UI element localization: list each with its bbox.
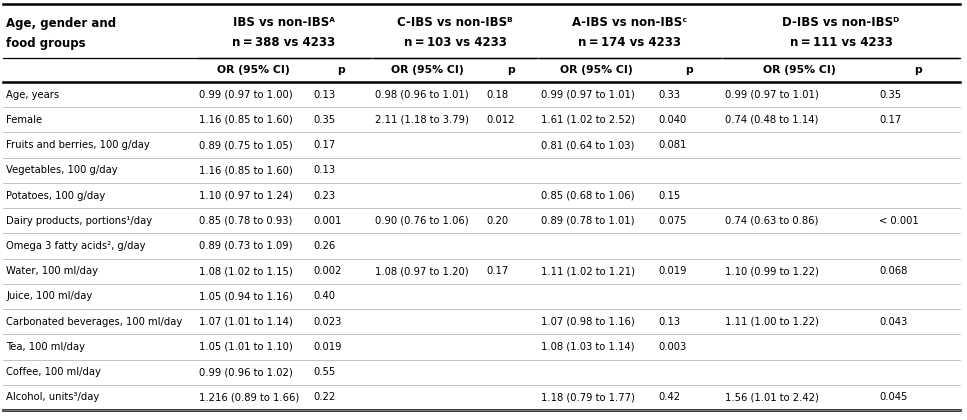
Text: p: p	[685, 65, 692, 75]
Text: 0.20: 0.20	[486, 216, 508, 226]
Text: Female: Female	[6, 115, 43, 125]
Text: 0.012: 0.012	[486, 115, 514, 125]
Text: 1.05 (0.94 to 1.16): 1.05 (0.94 to 1.16)	[199, 291, 293, 302]
Text: 1.11 (1.02 to 1.21): 1.11 (1.02 to 1.21)	[541, 266, 635, 276]
Text: 0.045: 0.045	[879, 392, 907, 402]
Text: 0.35: 0.35	[313, 115, 336, 125]
Text: IBS vs non-IBSᴬ: IBS vs non-IBSᴬ	[233, 16, 335, 29]
Text: Fruits and berries, 100 g/day: Fruits and berries, 100 g/day	[6, 140, 150, 150]
Text: 2.11 (1.18 to 3.79): 2.11 (1.18 to 3.79)	[375, 115, 469, 125]
Text: OR (95% CI): OR (95% CI)	[560, 65, 632, 75]
Text: n = 174 vs 4233: n = 174 vs 4233	[578, 37, 682, 50]
Text: 1.08 (1.02 to 1.15): 1.08 (1.02 to 1.15)	[199, 266, 293, 276]
Text: Coffee, 100 ml/day: Coffee, 100 ml/day	[6, 367, 101, 377]
Text: 0.001: 0.001	[313, 216, 341, 226]
Text: Water, 100 ml/day: Water, 100 ml/day	[6, 266, 98, 276]
Text: 0.15: 0.15	[658, 191, 680, 200]
Text: Vegetables, 100 g/day: Vegetables, 100 g/day	[6, 165, 118, 175]
Text: 0.85 (0.68 to 1.06): 0.85 (0.68 to 1.06)	[541, 191, 634, 200]
Text: Omega 3 fatty acids², g/day: Omega 3 fatty acids², g/day	[6, 241, 145, 251]
Text: 0.89 (0.75 to 1.05): 0.89 (0.75 to 1.05)	[199, 140, 293, 150]
Text: 1.07 (0.98 to 1.16): 1.07 (0.98 to 1.16)	[541, 317, 634, 327]
Text: 0.89 (0.78 to 1.01): 0.89 (0.78 to 1.01)	[541, 216, 634, 226]
Text: p: p	[914, 65, 922, 75]
Text: 1.16 (0.85 to 1.60): 1.16 (0.85 to 1.60)	[199, 165, 293, 175]
Text: p: p	[507, 65, 514, 75]
Text: Potatoes, 100 g/day: Potatoes, 100 g/day	[6, 191, 105, 200]
Text: food groups: food groups	[6, 37, 86, 50]
Text: 1.08 (1.03 to 1.14): 1.08 (1.03 to 1.14)	[541, 342, 634, 352]
Text: 1.61 (1.02 to 2.52): 1.61 (1.02 to 2.52)	[541, 115, 635, 125]
Text: Dairy products, portions¹/day: Dairy products, portions¹/day	[6, 216, 152, 226]
Text: 0.23: 0.23	[313, 191, 336, 200]
Text: 0.90 (0.76 to 1.06): 0.90 (0.76 to 1.06)	[375, 216, 469, 226]
Text: A-IBS vs non-IBSᶜ: A-IBS vs non-IBSᶜ	[572, 16, 688, 29]
Text: 0.81 (0.64 to 1.03): 0.81 (0.64 to 1.03)	[541, 140, 634, 150]
Text: 0.18: 0.18	[486, 89, 508, 100]
Text: 1.16 (0.85 to 1.60): 1.16 (0.85 to 1.60)	[199, 115, 293, 125]
Text: 1.216 (0.89 to 1.66): 1.216 (0.89 to 1.66)	[199, 392, 299, 402]
Text: p: p	[337, 65, 345, 75]
Text: n = 388 vs 4233: n = 388 vs 4233	[232, 37, 336, 50]
Text: Carbonated beverages, 100 ml/day: Carbonated beverages, 100 ml/day	[6, 317, 182, 327]
Text: 0.13: 0.13	[313, 89, 336, 100]
Text: C-IBS vs non-IBSᴮ: C-IBS vs non-IBSᴮ	[397, 16, 513, 29]
Text: 1.10 (0.97 to 1.24): 1.10 (0.97 to 1.24)	[199, 191, 293, 200]
Text: 1.07 (1.01 to 1.14): 1.07 (1.01 to 1.14)	[199, 317, 293, 327]
Text: 0.003: 0.003	[658, 342, 687, 352]
Text: 0.74 (0.63 to 0.86): 0.74 (0.63 to 0.86)	[725, 216, 818, 226]
Text: 0.99 (0.96 to 1.02): 0.99 (0.96 to 1.02)	[199, 367, 293, 377]
Text: 0.023: 0.023	[313, 317, 341, 327]
Text: n = 111 vs 4233: n = 111 vs 4233	[790, 37, 893, 50]
Text: 1.05 (1.01 to 1.10): 1.05 (1.01 to 1.10)	[199, 342, 293, 352]
Text: 0.89 (0.73 to 1.09): 0.89 (0.73 to 1.09)	[199, 241, 292, 251]
Text: 1.56 (1.01 to 2.42): 1.56 (1.01 to 2.42)	[725, 392, 819, 402]
Text: 0.019: 0.019	[658, 266, 687, 276]
Text: n = 103 vs 4233: n = 103 vs 4233	[403, 37, 507, 50]
Text: Tea, 100 ml/day: Tea, 100 ml/day	[6, 342, 85, 352]
Text: 0.13: 0.13	[658, 317, 680, 327]
Text: 0.42: 0.42	[658, 392, 680, 402]
Text: 0.043: 0.043	[879, 317, 907, 327]
Text: Age, years: Age, years	[6, 89, 59, 100]
Text: 0.35: 0.35	[879, 89, 901, 100]
Text: 0.13: 0.13	[313, 165, 336, 175]
Text: 0.040: 0.040	[658, 115, 687, 125]
Text: Age, gender and: Age, gender and	[6, 18, 116, 31]
Text: 0.17: 0.17	[486, 266, 509, 276]
Text: Juice, 100 ml/day: Juice, 100 ml/day	[6, 291, 92, 302]
Text: 0.002: 0.002	[313, 266, 341, 276]
Text: 0.74 (0.48 to 1.14): 0.74 (0.48 to 1.14)	[725, 115, 818, 125]
Text: < 0.001: < 0.001	[879, 216, 919, 226]
Text: 0.85 (0.78 to 0.93): 0.85 (0.78 to 0.93)	[199, 216, 292, 226]
Text: 1.18 (0.79 to 1.77): 1.18 (0.79 to 1.77)	[541, 392, 635, 402]
Text: Alcohol, units³/day: Alcohol, units³/day	[6, 392, 100, 402]
Text: D-IBS vs non-IBSᴰ: D-IBS vs non-IBSᴰ	[782, 16, 899, 29]
Text: 0.99 (0.97 to 1.01): 0.99 (0.97 to 1.01)	[725, 89, 819, 100]
Text: 0.019: 0.019	[313, 342, 341, 352]
Text: 0.26: 0.26	[313, 241, 336, 251]
Text: 1.08 (0.97 to 1.20): 1.08 (0.97 to 1.20)	[375, 266, 469, 276]
Text: OR (95% CI): OR (95% CI)	[763, 65, 835, 75]
Text: 0.075: 0.075	[658, 216, 687, 226]
Text: 0.22: 0.22	[313, 392, 336, 402]
Text: 0.17: 0.17	[879, 115, 901, 125]
Text: 0.40: 0.40	[313, 291, 335, 302]
Text: 0.55: 0.55	[313, 367, 336, 377]
Text: 0.33: 0.33	[658, 89, 680, 100]
Text: 0.068: 0.068	[879, 266, 907, 276]
Text: 1.11 (1.00 to 1.22): 1.11 (1.00 to 1.22)	[725, 317, 819, 327]
Text: OR (95% CI): OR (95% CI)	[217, 65, 289, 75]
Text: 0.98 (0.96 to 1.01): 0.98 (0.96 to 1.01)	[375, 89, 469, 100]
Text: 0.99 (0.97 to 1.01): 0.99 (0.97 to 1.01)	[541, 89, 634, 100]
Text: 0.081: 0.081	[658, 140, 687, 150]
Text: 1.10 (0.99 to 1.22): 1.10 (0.99 to 1.22)	[725, 266, 819, 276]
Text: 0.99 (0.97 to 1.00): 0.99 (0.97 to 1.00)	[199, 89, 293, 100]
Text: 0.17: 0.17	[313, 140, 336, 150]
Text: OR (95% CI): OR (95% CI)	[391, 65, 464, 75]
